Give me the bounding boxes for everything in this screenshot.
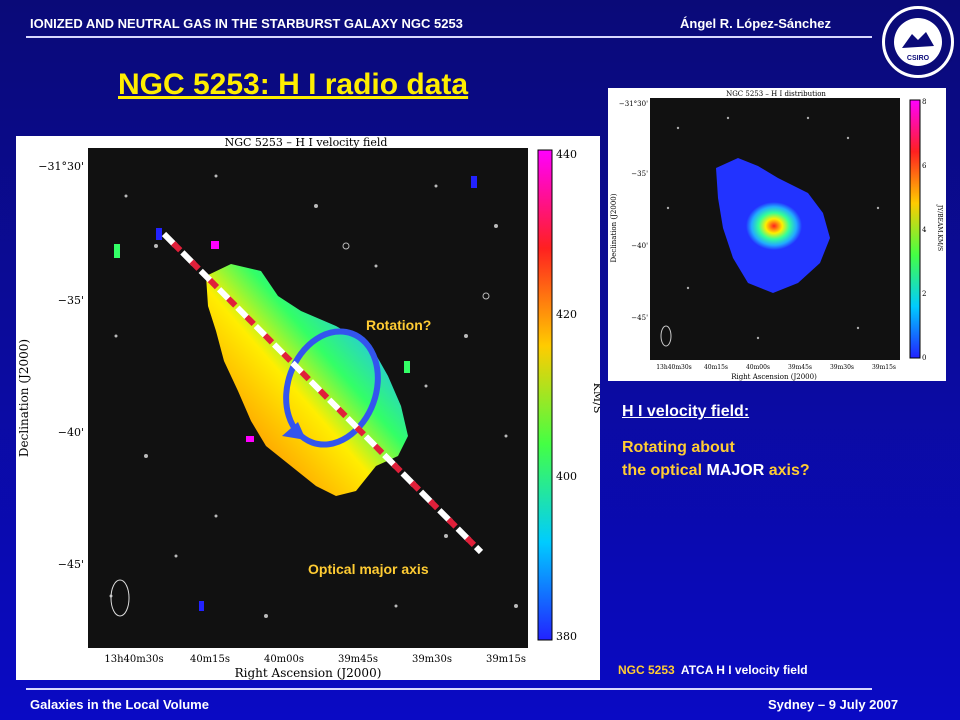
dec-tick: −45' bbox=[58, 558, 84, 571]
velocity-field-heading: H I velocity field: bbox=[622, 403, 750, 420]
hi-core bbox=[746, 202, 802, 250]
velocity-colorbar bbox=[537, 149, 553, 641]
beam-ellipse-small bbox=[660, 325, 672, 347]
side-colorbar-tick: 0 bbox=[922, 354, 926, 362]
side-ra-tick: 39m45s bbox=[788, 364, 812, 371]
side-dec-tick: −31°30' bbox=[619, 100, 648, 108]
velocity-line-2-post: axis? bbox=[764, 462, 810, 479]
colorbar-tick: 400 bbox=[556, 470, 577, 483]
caption-object: NGC 5253 bbox=[618, 663, 675, 677]
rotation-label: Rotation? bbox=[366, 317, 431, 333]
side-ra-axis-label: Right Ascension (J2000) bbox=[731, 373, 817, 381]
beam-ellipse bbox=[110, 579, 130, 617]
ra-tick: 40m15s bbox=[190, 654, 230, 665]
header-divider bbox=[26, 36, 872, 38]
colorbar-label: KM/S bbox=[591, 383, 600, 414]
side-dec-tick: −45' bbox=[631, 314, 648, 322]
distribution-colorbar bbox=[909, 99, 921, 359]
ra-tick: 40m00s bbox=[264, 654, 304, 665]
logo-text: CSIRO bbox=[907, 55, 930, 62]
colorbar-tick: 420 bbox=[556, 308, 577, 321]
main-figure-title: NGC 5253 – H I velocity field bbox=[225, 136, 388, 149]
major-axis-line bbox=[161, 231, 484, 555]
ra-tick: 39m15s bbox=[486, 654, 526, 665]
footer-divider bbox=[26, 688, 872, 690]
rotation-ellipse bbox=[283, 328, 381, 448]
velocity-line-2: the optical MAJOR axis? bbox=[622, 459, 810, 482]
velocity-line-2-pre: the optical bbox=[622, 462, 703, 479]
colorbar-tick: 380 bbox=[556, 630, 577, 643]
major-axis-label: Optical major axis bbox=[308, 561, 429, 577]
side-colorbar-tick: 2 bbox=[922, 290, 926, 298]
side-colorbar-tick: 4 bbox=[922, 226, 927, 234]
side-dec-axis-label: Declination (J2000) bbox=[610, 193, 618, 262]
dec-tick: −40' bbox=[58, 426, 84, 439]
side-ra-tick: 39m30s bbox=[830, 364, 854, 371]
rotation-arrow-icon bbox=[282, 422, 306, 440]
side-ra-tick: 40m15s bbox=[704, 364, 728, 371]
header-author: Ángel R. López-Sánchez bbox=[680, 16, 831, 31]
side-dec-tick: −40' bbox=[631, 242, 648, 250]
footer-left: Galaxies in the Local Volume bbox=[30, 697, 209, 712]
dec-axis-label: Declination (J2000) bbox=[17, 339, 31, 457]
hi-velocity-field-figure: NGC 5253 – H I velocity field −31°30' −3… bbox=[16, 136, 604, 680]
side-ra-tick: 39m15s bbox=[872, 364, 896, 371]
footer-right: Sydney – 9 July 2007 bbox=[768, 697, 899, 712]
side-colorbar-tick: 6 bbox=[922, 162, 927, 170]
ra-tick: 13h40m30s bbox=[104, 654, 163, 665]
ra-tick: 39m30s bbox=[412, 654, 452, 665]
caption-text: ATCA H I velocity field bbox=[674, 663, 808, 677]
page-title: NGC 5253: H I radio data bbox=[118, 68, 469, 101]
side-colorbar-tick: 8 bbox=[922, 98, 926, 106]
dec-tick: −31°30' bbox=[38, 160, 84, 173]
ra-tick: 39m45s bbox=[338, 654, 378, 665]
velocity-line-1: Rotating about bbox=[622, 439, 735, 456]
header-left-title: IONIZED AND NEUTRAL GAS IN THE STARBURST… bbox=[30, 16, 463, 31]
side-dec-tick: −35' bbox=[631, 170, 648, 178]
ra-axis-label: Right Ascension (J2000) bbox=[235, 666, 382, 680]
figure-caption: NGC 5253 ATCA H I velocity field bbox=[618, 663, 808, 677]
colorbar-tick: 440 bbox=[556, 148, 577, 161]
side-colorbar-label: JY/BEAM.KM/S bbox=[936, 204, 943, 251]
hi-distribution-figure: NGC 5253 – H I distribution −31°30' −35'… bbox=[608, 88, 946, 381]
csiro-logo: CSIRO bbox=[880, 4, 956, 80]
velocity-line-2-emph: MAJOR bbox=[702, 462, 765, 479]
major-axis-line-red bbox=[161, 231, 484, 555]
side-ra-tick: 13h40m30s bbox=[656, 364, 692, 371]
velocity-field-question: Rotating about the optical MAJOR axis? bbox=[622, 436, 810, 482]
dec-tick: −35' bbox=[58, 294, 84, 307]
side-ra-tick: 40m00s bbox=[746, 364, 770, 371]
side-figure-title: NGC 5253 – H I distribution bbox=[726, 90, 826, 98]
